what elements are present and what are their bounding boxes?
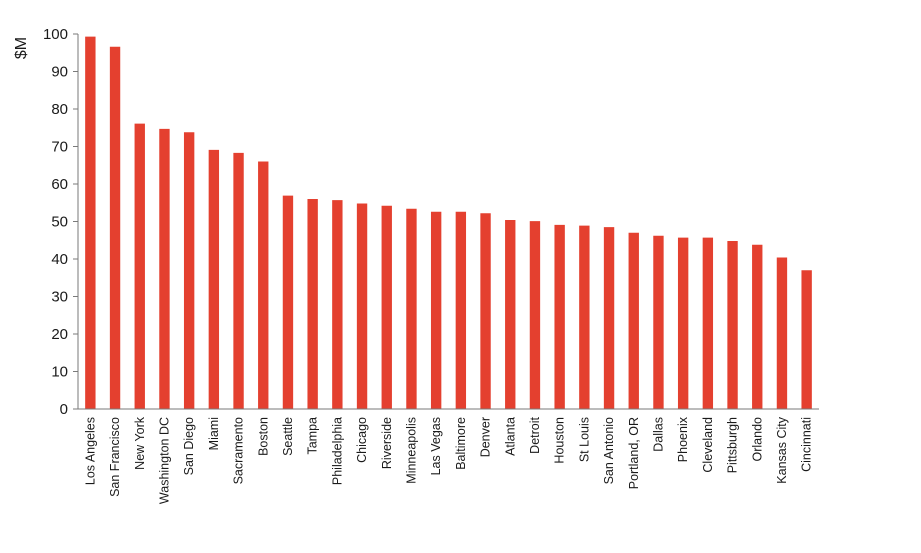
bar bbox=[677, 237, 689, 409]
bar bbox=[702, 237, 714, 409]
x-tick-label: Chicago bbox=[355, 417, 369, 463]
bar bbox=[801, 270, 812, 409]
x-tick-label: Tampa bbox=[306, 417, 320, 455]
x-tick-label: Dallas bbox=[651, 417, 665, 452]
x-tick-label: Detroit bbox=[528, 416, 542, 453]
bar bbox=[406, 208, 417, 409]
x-tick-label: Portland, OR bbox=[627, 417, 641, 489]
x-tick-label: Baltimore bbox=[454, 417, 468, 470]
x-tick-label: Cleveland bbox=[701, 417, 715, 473]
bar bbox=[529, 221, 541, 409]
x-tick-label: Orlando bbox=[750, 417, 764, 462]
x-tick-label: New York bbox=[133, 416, 147, 470]
bar bbox=[430, 211, 442, 409]
bar bbox=[134, 123, 145, 409]
bar bbox=[258, 161, 269, 409]
x-tick-label: Los Angeles bbox=[83, 417, 97, 485]
x-tick-label: San Antonio bbox=[602, 417, 616, 484]
y-axis-title: $M bbox=[13, 37, 30, 59]
bar bbox=[455, 211, 467, 409]
y-tick-label: 50 bbox=[51, 214, 68, 231]
x-tick-label: St Louis bbox=[577, 417, 591, 462]
bar bbox=[183, 132, 195, 409]
x-tick-label: Pittsburgh bbox=[726, 417, 740, 473]
bar bbox=[307, 199, 318, 409]
x-tick-label: Miami bbox=[207, 417, 221, 450]
y-tick-label: 10 bbox=[51, 364, 68, 381]
x-tick-label: San Diego bbox=[182, 417, 196, 475]
bar bbox=[727, 241, 738, 409]
bar bbox=[579, 225, 590, 409]
bar bbox=[628, 232, 639, 409]
x-tick-label: Philadelphia bbox=[330, 417, 344, 485]
bar bbox=[554, 224, 565, 409]
y-tick-label: 20 bbox=[51, 326, 68, 343]
bar bbox=[282, 195, 294, 409]
x-axis-labels: Los Angeles San Francisco New York Washingt… bbox=[83, 416, 813, 504]
y-tick-label: 100 bbox=[43, 26, 68, 43]
bar bbox=[603, 227, 615, 409]
bar bbox=[356, 203, 368, 409]
x-tick-label: Houston bbox=[553, 417, 567, 464]
x-tick-label: Riverside bbox=[380, 417, 394, 469]
bar bbox=[159, 128, 170, 409]
x-tick-label: Seattle bbox=[281, 417, 295, 456]
bar bbox=[208, 149, 220, 409]
bar bbox=[233, 152, 244, 409]
y-tick-label: 40 bbox=[51, 251, 68, 268]
y-tick-label: 80 bbox=[51, 101, 68, 118]
x-tick-label: Atlanta bbox=[503, 417, 517, 456]
x-tick-label: Washington DC bbox=[157, 417, 171, 504]
bar bbox=[85, 36, 96, 409]
y-tick-label: 0 bbox=[60, 401, 68, 418]
bars-group bbox=[85, 36, 812, 409]
x-tick-label: Minneapolis bbox=[404, 417, 418, 484]
bar bbox=[653, 235, 664, 409]
bar bbox=[752, 244, 763, 409]
y-tick-label: 60 bbox=[51, 176, 68, 193]
x-tick-label: San Francisco bbox=[108, 417, 122, 497]
y-tick-label: 90 bbox=[51, 64, 68, 81]
x-tick-label: Las Vegas bbox=[429, 417, 443, 475]
bar bbox=[480, 213, 491, 409]
bar bbox=[381, 205, 392, 409]
x-tick-label: Denver bbox=[479, 417, 493, 457]
bar bbox=[505, 220, 516, 409]
x-tick-label: Phoenix bbox=[676, 416, 690, 462]
y-tick-label: 30 bbox=[51, 289, 68, 306]
y-tick-label: 70 bbox=[51, 139, 68, 156]
y-axis: 0 10 20 30 40 50 60 70 80 90 100 bbox=[43, 26, 78, 418]
x-tick-label: Sacramento bbox=[232, 417, 246, 484]
x-tick-label: Kansas City bbox=[775, 416, 789, 483]
bar bbox=[109, 46, 121, 409]
x-tick-label: Cincinnati bbox=[800, 417, 814, 472]
x-tick-label: Boston bbox=[256, 417, 270, 456]
bar bbox=[776, 257, 788, 409]
bar bbox=[332, 200, 343, 409]
